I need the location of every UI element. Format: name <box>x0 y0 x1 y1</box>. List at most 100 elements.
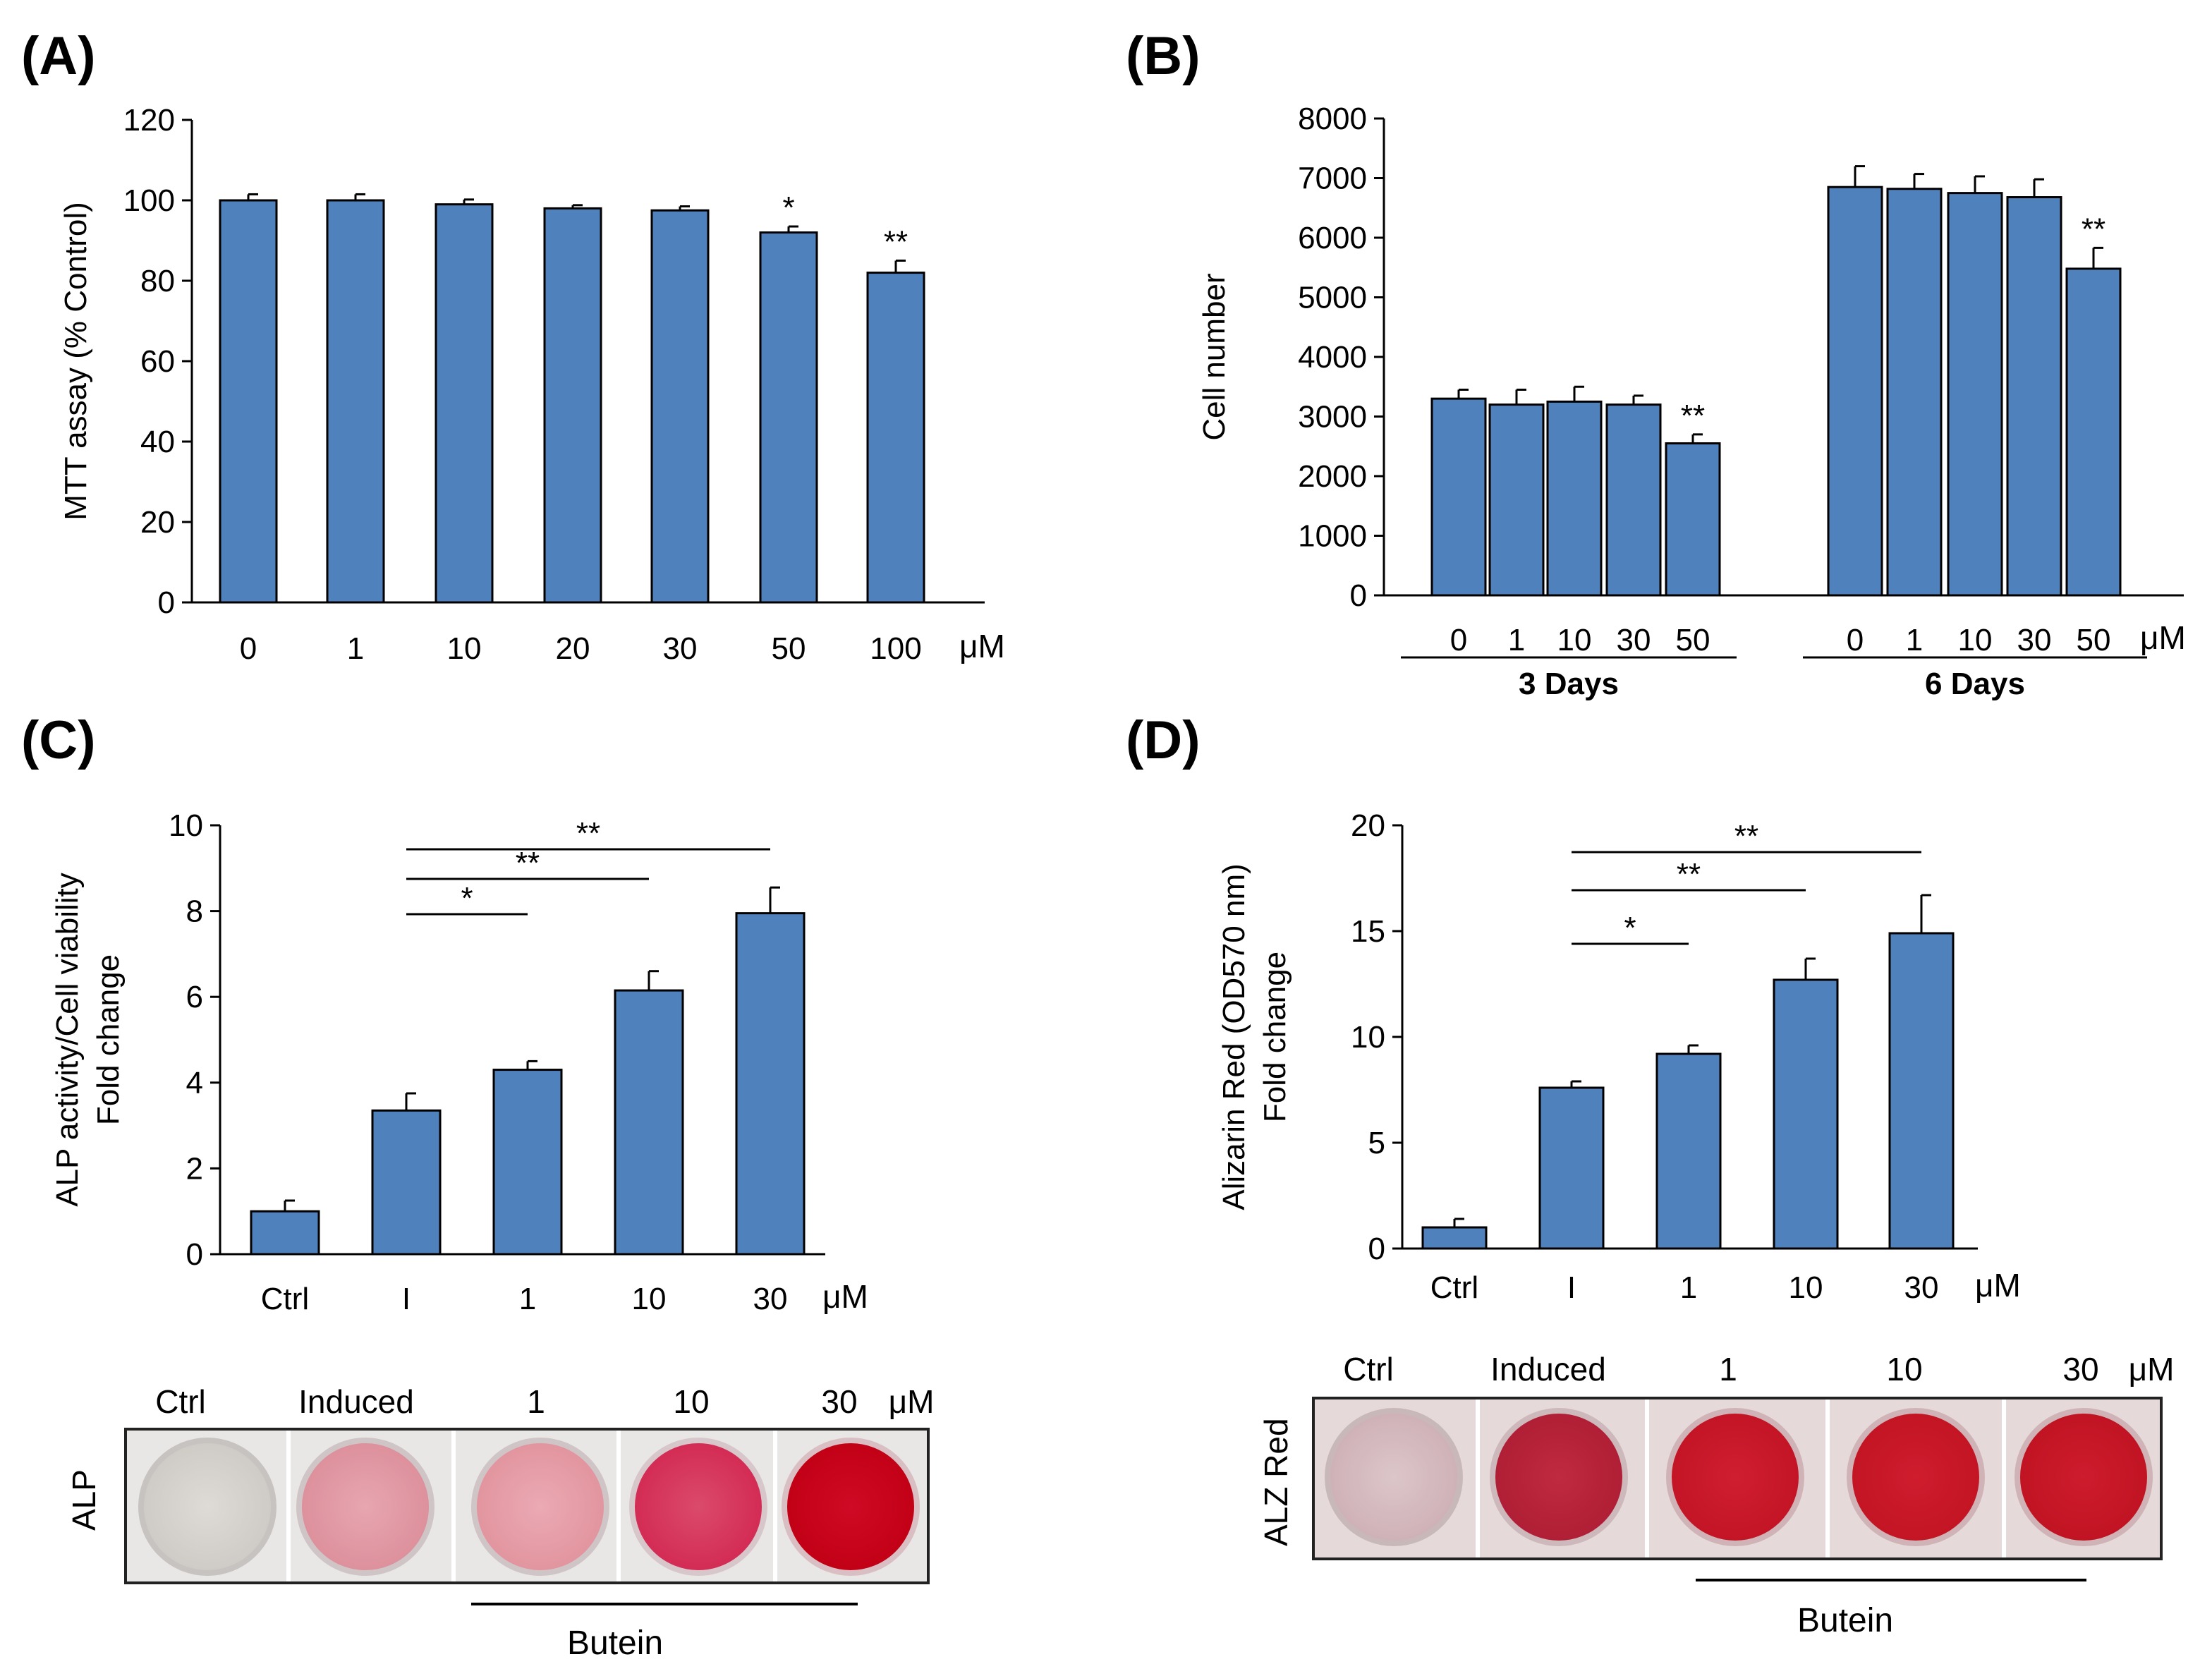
y-tick-label-b: 7000 <box>1298 162 1367 196</box>
bar-a <box>650 209 710 604</box>
x-tick-label-b: 10 <box>1958 623 1993 657</box>
x-tick-label-d: Ctrl <box>1430 1270 1478 1305</box>
y-tick-label-b: 4000 <box>1298 340 1367 375</box>
strip-divider <box>616 1431 621 1581</box>
alz-well-ctrl <box>1325 1408 1463 1546</box>
y-axis-label-b: Cell number <box>1197 273 1232 440</box>
alz-well-label-ctrl: Ctrl <box>1343 1351 1394 1387</box>
alz-well-30 <box>2015 1408 2153 1546</box>
alz-well-1 <box>1666 1408 1804 1546</box>
y-tick-label-c: 8 <box>186 894 203 929</box>
x-tick-label-a: 20 <box>556 631 590 666</box>
y-tick-label-d: 20 <box>1351 808 1385 843</box>
alp-well-label-induced: Induced <box>298 1383 414 1420</box>
x-tick-label-d: 10 <box>1789 1270 1823 1305</box>
x-tick-label-c: I <box>402 1282 411 1316</box>
y-tick-label-d: 5 <box>1368 1126 1385 1160</box>
alz-well-label-30: 30 <box>2062 1351 2099 1387</box>
butein-label-d: Butein <box>1797 1602 1894 1639</box>
x-tick-label-b: 0 <box>1450 623 1467 657</box>
x-tick-label-d: 30 <box>1904 1270 1939 1305</box>
bracket-label-c: ** <box>516 846 540 880</box>
alz-well-label-1: 1 <box>1719 1351 1737 1387</box>
alp-well-label-10: 10 <box>673 1383 710 1420</box>
significance-b: ** <box>2082 212 2105 246</box>
y-tick-label-b: 6000 <box>1298 221 1367 255</box>
x-tick-label-d: 1 <box>1680 1270 1697 1305</box>
x-tick-label-b: 0 <box>1847 623 1864 657</box>
panel-label-d: (D) <box>1126 710 1201 770</box>
alp-well-induced <box>296 1438 435 1576</box>
strip-divider <box>1645 1399 1649 1557</box>
bar-a <box>219 199 278 604</box>
y-tick-label-b: 1000 <box>1298 519 1367 554</box>
alz-unit-label: μM <box>2128 1351 2175 1387</box>
y-tick-label-b: 0 <box>1350 578 1367 613</box>
bar-b <box>1546 400 1603 597</box>
bar-b <box>1665 442 1721 597</box>
x-tick-label-d: I <box>1567 1270 1576 1305</box>
strip-divider <box>1825 1399 1830 1557</box>
bracket-label-c: ** <box>576 816 600 851</box>
y-tick-label-a: 100 <box>123 183 175 218</box>
bar-b <box>1605 403 1662 597</box>
y-axis-label-a: MTT assay (% Control) <box>59 202 93 521</box>
alp-plate-strip <box>124 1428 930 1584</box>
y-tick-label-a: 60 <box>140 344 175 379</box>
y-tick-label-a: 0 <box>158 585 175 620</box>
x-tick-label-a: 100 <box>870 631 921 666</box>
x-tick-label-b: 10 <box>1557 623 1592 657</box>
butein-line-c <box>471 1603 858 1605</box>
unit-label-d: μM <box>1975 1267 2021 1304</box>
panel-label-c: (C) <box>21 710 96 770</box>
bracket-label-d: ** <box>1677 857 1701 892</box>
bar-b <box>1827 186 1883 597</box>
y-axis-label-c: ALP activity/Cell viability <box>50 873 85 1207</box>
bar-b <box>1947 192 2003 597</box>
x-tick-label-c: 30 <box>753 1282 788 1316</box>
x-tick-label-b: 30 <box>1617 623 1651 657</box>
strip-divider <box>773 1431 777 1581</box>
bar-d <box>1888 932 1955 1250</box>
alp-well-1 <box>471 1438 609 1576</box>
bar-d <box>1773 978 1839 1250</box>
y-tick-label-d: 0 <box>1368 1232 1385 1266</box>
x-tick-label-a: 1 <box>347 631 364 666</box>
y-tick-label-a: 20 <box>140 505 175 540</box>
x-tick-label-a: 10 <box>447 631 482 666</box>
bracket-label-d: * <box>1624 911 1636 945</box>
alp-well-label-1: 1 <box>527 1383 545 1420</box>
alp-unit-label: μM <box>888 1383 935 1420</box>
y-tick-label-c: 10 <box>169 808 203 843</box>
bar-b <box>2065 267 2122 597</box>
bar-c <box>492 1069 563 1256</box>
group-label-b: 6 Days <box>1925 667 2025 701</box>
y-tick-label-b: 5000 <box>1298 281 1367 315</box>
bar-a <box>543 207 602 604</box>
x-tick-label-b: 50 <box>1676 623 1710 657</box>
strip-divider <box>1476 1399 1480 1557</box>
bar-b <box>1430 397 1487 597</box>
y-tick-label-b: 8000 <box>1298 102 1367 136</box>
bar-c <box>250 1210 320 1256</box>
alp-well-ctrl <box>138 1438 276 1576</box>
significance-b: ** <box>1681 399 1705 433</box>
y-tick-label-c: 0 <box>186 1237 203 1272</box>
significance-a: ** <box>884 225 908 260</box>
bar-d <box>1538 1086 1605 1250</box>
alz-well-induced <box>1490 1408 1628 1546</box>
x-tick-label-a: 30 <box>663 631 698 666</box>
butein-label-c: Butein <box>567 1625 664 1662</box>
unit-label-c: μM <box>822 1278 868 1315</box>
x-tick-label-c: 10 <box>632 1282 667 1316</box>
y-tick-label-c: 6 <box>186 980 203 1014</box>
strip-divider <box>2002 1399 2006 1557</box>
bar-b <box>2006 196 2062 597</box>
bar-a <box>435 203 494 604</box>
y-tick-label-c: 2 <box>186 1151 203 1186</box>
bar-a <box>866 272 925 604</box>
bar-b <box>1886 188 1943 597</box>
significance-a: * <box>782 190 794 225</box>
y-tick-label-d: 15 <box>1351 914 1385 949</box>
